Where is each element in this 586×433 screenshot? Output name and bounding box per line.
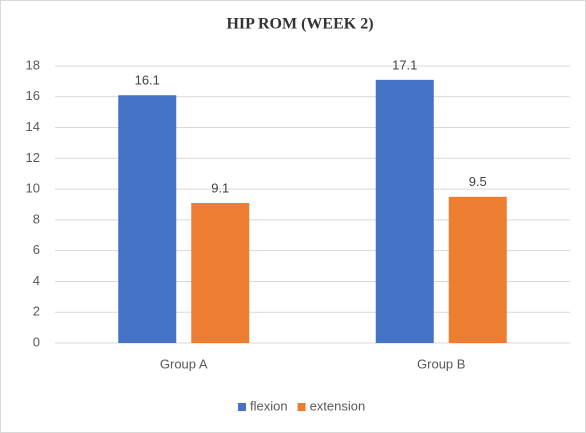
legend-label: extension	[310, 398, 366, 413]
bar	[118, 95, 177, 343]
data-label: 9.5	[469, 174, 487, 189]
y-tick-label: 2	[33, 304, 40, 319]
data-label: 9.1	[211, 180, 229, 195]
y-tick-label: 6	[33, 242, 40, 257]
y-tick-label: 14	[26, 119, 40, 134]
x-tick-label: Group B	[417, 356, 465, 371]
y-tick-label: 16	[26, 88, 40, 103]
legend-label: flexion	[250, 398, 288, 413]
data-label: 16.1	[135, 73, 160, 88]
legend-swatch	[297, 403, 306, 411]
y-tick-label: 12	[26, 150, 40, 165]
y-tick-label: 18	[26, 57, 40, 72]
legend-swatch	[238, 403, 246, 411]
bar	[191, 202, 250, 343]
y-tick-label: 4	[33, 273, 40, 288]
chart-title: HIP ROM (WEEK 2)	[226, 16, 373, 33]
y-tick-label: 0	[33, 334, 40, 349]
y-tick-label: 10	[26, 181, 40, 196]
y-tick-label: 8	[33, 211, 40, 226]
data-label: 17.1	[392, 57, 417, 72]
bar	[375, 79, 434, 343]
bar	[448, 196, 507, 343]
x-tick-label: Group A	[160, 356, 208, 371]
